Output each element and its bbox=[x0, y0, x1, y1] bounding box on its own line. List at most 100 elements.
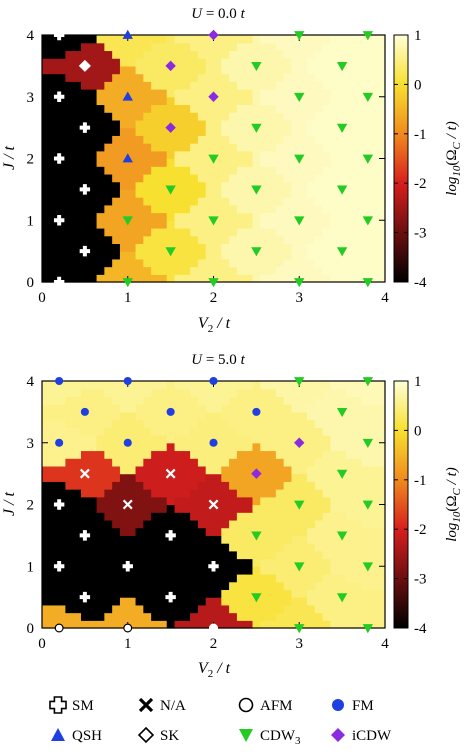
heatmap-cell bbox=[166, 89, 176, 98]
heatmap-cell bbox=[283, 150, 293, 160]
heatmap-cell bbox=[80, 566, 90, 575]
heatmap-cell bbox=[57, 96, 66, 106]
heatmap-cell bbox=[307, 573, 316, 583]
heatmap-cell bbox=[369, 388, 378, 398]
colorbar-label-fn: log bbox=[444, 176, 460, 196]
heatmap-cell bbox=[151, 597, 160, 606]
heatmap-cell bbox=[244, 251, 254, 260]
legend-marker-na bbox=[138, 697, 154, 713]
heatmap-cell bbox=[65, 558, 74, 567]
heatmap-cell bbox=[322, 220, 332, 229]
heatmap-cell bbox=[252, 42, 261, 52]
heatmap-cell bbox=[299, 266, 308, 275]
heatmap-cell bbox=[49, 558, 59, 567]
heatmap-cell bbox=[236, 411, 246, 421]
y-tick-label: 4 bbox=[27, 28, 35, 44]
heatmap-cell bbox=[244, 527, 254, 536]
heatmap-cell bbox=[119, 612, 129, 621]
heatmap-cell bbox=[283, 220, 293, 229]
heatmap-cell bbox=[307, 481, 316, 490]
heatmap-cell bbox=[104, 620, 113, 629]
heatmap-cell bbox=[119, 450, 129, 459]
heatmap-cell bbox=[322, 527, 332, 536]
heatmap-cell bbox=[314, 589, 324, 598]
heatmap-cell bbox=[268, 143, 277, 152]
heatmap-cell bbox=[377, 496, 386, 506]
heatmap-cell bbox=[42, 135, 51, 144]
heatmap-cell bbox=[73, 251, 82, 260]
heatmap-cell bbox=[143, 220, 152, 229]
heatmap-cell bbox=[65, 481, 74, 490]
heatmap-cell bbox=[57, 150, 66, 160]
heatmap-cell bbox=[112, 535, 121, 544]
heatmap-cell bbox=[57, 274, 66, 283]
heatmap-cell bbox=[299, 519, 308, 529]
heatmap-cell bbox=[213, 535, 222, 544]
heatmap-cell bbox=[322, 512, 332, 521]
heatmap-cell bbox=[353, 197, 363, 206]
heatmap-cell bbox=[377, 465, 386, 475]
heatmap-cell bbox=[244, 427, 254, 436]
heatmap-cell bbox=[158, 581, 168, 591]
heatmap-cell bbox=[42, 81, 51, 90]
heatmap-cell bbox=[73, 419, 82, 428]
heatmap-cell bbox=[197, 166, 207, 175]
heatmap-cell bbox=[104, 274, 113, 283]
heatmap-cell bbox=[127, 81, 137, 90]
heatmap-cell bbox=[236, 119, 246, 129]
heatmap-cell bbox=[174, 396, 183, 405]
heatmap-cell bbox=[291, 442, 300, 452]
colorbar-gradient bbox=[393, 380, 409, 629]
heatmap-cell bbox=[158, 227, 168, 237]
heatmap-cell bbox=[96, 81, 105, 90]
heatmap-cell bbox=[57, 251, 66, 260]
heatmap-cell bbox=[377, 481, 386, 490]
heatmap-cell bbox=[190, 396, 199, 405]
heatmap-cell bbox=[88, 597, 98, 606]
heatmap-cell bbox=[143, 150, 152, 160]
heatmap-cell bbox=[88, 243, 98, 252]
marker-sm bbox=[53, 499, 65, 510]
heatmap-cell bbox=[252, 50, 261, 59]
heatmap-cell bbox=[158, 181, 168, 190]
heatmap-cell bbox=[229, 550, 238, 560]
heatmap-cell bbox=[158, 519, 168, 529]
heatmap-cell bbox=[80, 204, 90, 214]
heatmap-cell bbox=[73, 581, 82, 591]
heatmap-cell bbox=[104, 396, 113, 405]
heatmap-cell bbox=[283, 465, 293, 475]
heatmap-cell bbox=[346, 96, 355, 106]
heatmap-cell bbox=[127, 558, 137, 567]
heatmap-cell bbox=[57, 473, 66, 482]
heatmap-cell bbox=[127, 388, 137, 398]
heatmap-cell bbox=[182, 127, 191, 136]
heatmap-cell bbox=[252, 519, 261, 529]
heatmap-cell bbox=[205, 473, 215, 482]
heatmap-cell bbox=[353, 181, 363, 190]
heatmap-cell bbox=[291, 566, 300, 575]
heatmap-cell bbox=[252, 104, 261, 113]
heatmap-cell bbox=[346, 235, 355, 245]
heatmap-cell bbox=[244, 396, 254, 405]
heatmap-cell bbox=[229, 512, 238, 521]
heatmap-cell bbox=[260, 458, 269, 467]
heatmap-cell bbox=[112, 496, 121, 506]
heatmap-cell bbox=[205, 527, 215, 536]
heatmap-cell bbox=[57, 143, 66, 152]
marker-fm bbox=[209, 376, 218, 386]
heatmap-cell bbox=[244, 512, 254, 521]
heatmap-cell bbox=[73, 166, 82, 175]
heatmap-cell bbox=[236, 465, 246, 475]
heatmap-cell bbox=[361, 504, 371, 513]
heatmap-cell bbox=[299, 251, 308, 260]
heatmap-cell bbox=[143, 381, 152, 390]
heatmap-cell bbox=[190, 473, 199, 482]
heatmap-cell bbox=[104, 535, 113, 544]
heatmap-cell bbox=[158, 419, 168, 428]
heatmap-cell bbox=[236, 227, 246, 237]
heatmap-cell bbox=[260, 435, 269, 444]
heatmap-cell bbox=[158, 58, 168, 67]
heatmap-cell bbox=[353, 442, 363, 452]
heatmap-cell bbox=[338, 81, 347, 90]
